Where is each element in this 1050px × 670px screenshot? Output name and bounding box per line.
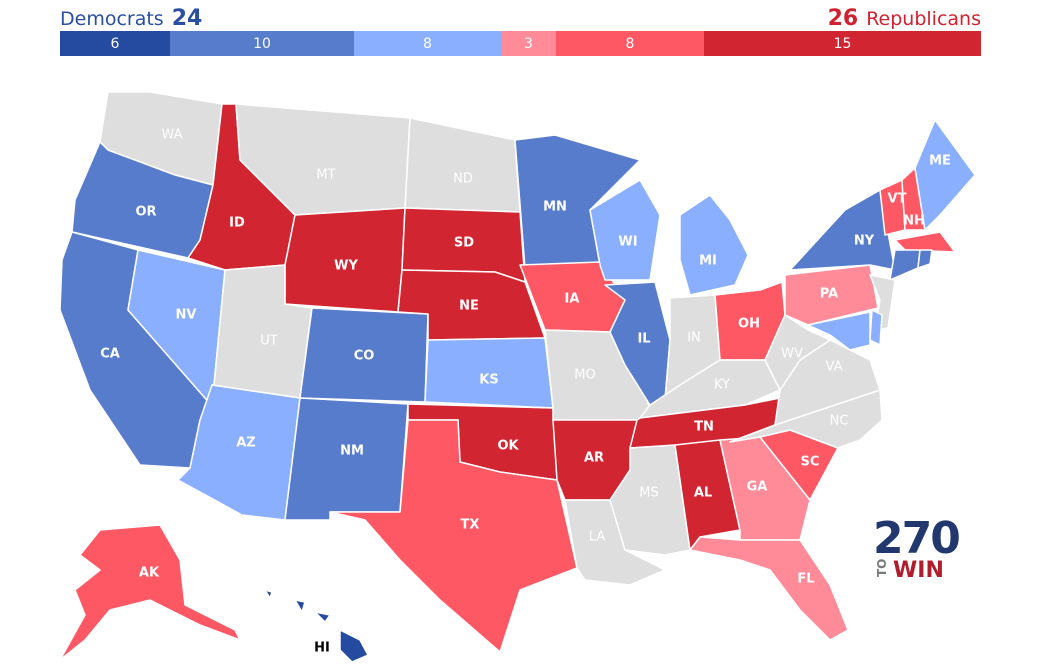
label-CA: CA	[100, 347, 120, 362]
label-LA: LA	[589, 530, 606, 545]
republicans-total-label: 26 Republicans	[827, 6, 981, 31]
label-AZ: AZ	[236, 436, 256, 451]
state-FL[interactable]	[689, 536, 849, 641]
state-AL[interactable]	[674, 439, 741, 551]
label-TX: TX	[461, 518, 480, 533]
label-NE: NE	[459, 299, 479, 314]
state-NM[interactable]	[284, 397, 409, 521]
label-AR: AR	[584, 451, 604, 466]
label-WA: WA	[161, 128, 182, 143]
label-MN: MN	[543, 200, 567, 215]
label-ID: ID	[229, 216, 245, 231]
state-NY[interactable]	[789, 189, 896, 271]
state-VT[interactable]	[879, 179, 906, 236]
label-MI: MI	[699, 254, 717, 269]
label-ND: ND	[453, 172, 473, 187]
state-ND[interactable]	[404, 117, 521, 213]
label-GA: GA	[747, 480, 768, 495]
state-PA[interactable]	[784, 264, 879, 326]
label-FL: FL	[797, 572, 814, 587]
us-map: WA OR CA NV ID MT WY UT AZ CO NM ND SD N…	[59, 91, 976, 663]
label-SD: SD	[454, 236, 474, 251]
label-MO: MO	[574, 368, 595, 383]
state-HI-small-2[interactable]	[314, 611, 331, 623]
state-NC[interactable]	[729, 389, 883, 449]
label-NH: NH	[903, 214, 925, 229]
state-MI[interactable]	[679, 194, 749, 296]
label-OH: OH	[738, 317, 760, 332]
label-OR: OR	[135, 205, 156, 220]
rating-bar: 6 10 8 3 8 15	[60, 31, 981, 56]
label-WV: WV	[781, 347, 803, 362]
state-ME[interactable]	[914, 119, 976, 231]
bar-segment-safe-dem[interactable]: 6	[60, 31, 170, 56]
state-HI[interactable]	[339, 629, 369, 663]
republicans-total: 26	[827, 6, 859, 31]
label-IA: IA	[565, 292, 580, 307]
label-SC: SC	[801, 455, 820, 470]
bar-segment-safe-rep[interactable]: 15	[704, 31, 981, 56]
label-CO: CO	[354, 349, 375, 364]
label-AK: AK	[139, 566, 160, 581]
label-HI: HI	[314, 641, 330, 656]
label-UT: UT	[260, 334, 278, 349]
state-DE[interactable]	[869, 309, 883, 346]
label-IN: IN	[687, 331, 701, 346]
state-CT[interactable]	[889, 249, 921, 281]
header: Democrats 24 26 Republicans	[60, 4, 981, 31]
state-HI-small-3[interactable]	[264, 589, 273, 599]
label-KY: KY	[714, 378, 730, 393]
state-MA[interactable]	[894, 231, 956, 253]
label-ME: ME	[929, 154, 951, 169]
label-NV: NV	[176, 308, 197, 323]
label-MS: MS	[639, 486, 658, 501]
label-WY: WY	[334, 259, 358, 274]
label-VT: VT	[888, 192, 907, 207]
logo-number: 270	[873, 513, 961, 564]
label-KS: KS	[479, 373, 498, 388]
state-HI-small-1[interactable]	[294, 599, 306, 613]
state-WI[interactable]	[589, 179, 661, 281]
logo-to: TO	[875, 558, 889, 577]
bar-segment-leans-dem[interactable]: 8	[354, 31, 501, 56]
state-AK[interactable]	[59, 524, 241, 661]
state-RI[interactable]	[917, 249, 933, 269]
label-NM: NM	[340, 444, 364, 459]
label-IL: IL	[637, 332, 650, 347]
label-PA: PA	[820, 287, 838, 302]
label-OK: OK	[497, 439, 519, 454]
democrats-total-label: Democrats 24	[60, 6, 203, 31]
label-WI: WI	[618, 235, 637, 250]
bar-segment-leans-rep[interactable]: 3	[501, 31, 556, 56]
label-NY: NY	[854, 234, 875, 249]
label-AL: AL	[694, 486, 712, 501]
270towin-logo[interactable]: 270 TO WIN	[873, 517, 961, 584]
label-TN: TN	[694, 420, 714, 435]
state-TX[interactable]	[329, 419, 578, 653]
logo-win: WIN	[893, 558, 944, 583]
label-NC: NC	[830, 414, 849, 429]
bar-segment-likely-dem[interactable]: 10	[170, 31, 354, 56]
label-VA: VA	[826, 360, 843, 375]
state-MD[interactable]	[807, 311, 871, 351]
bar-segment-likely-rep[interactable]: 8	[556, 31, 704, 56]
democrats-total: 24	[171, 6, 203, 31]
label-MT: MT	[316, 168, 335, 183]
